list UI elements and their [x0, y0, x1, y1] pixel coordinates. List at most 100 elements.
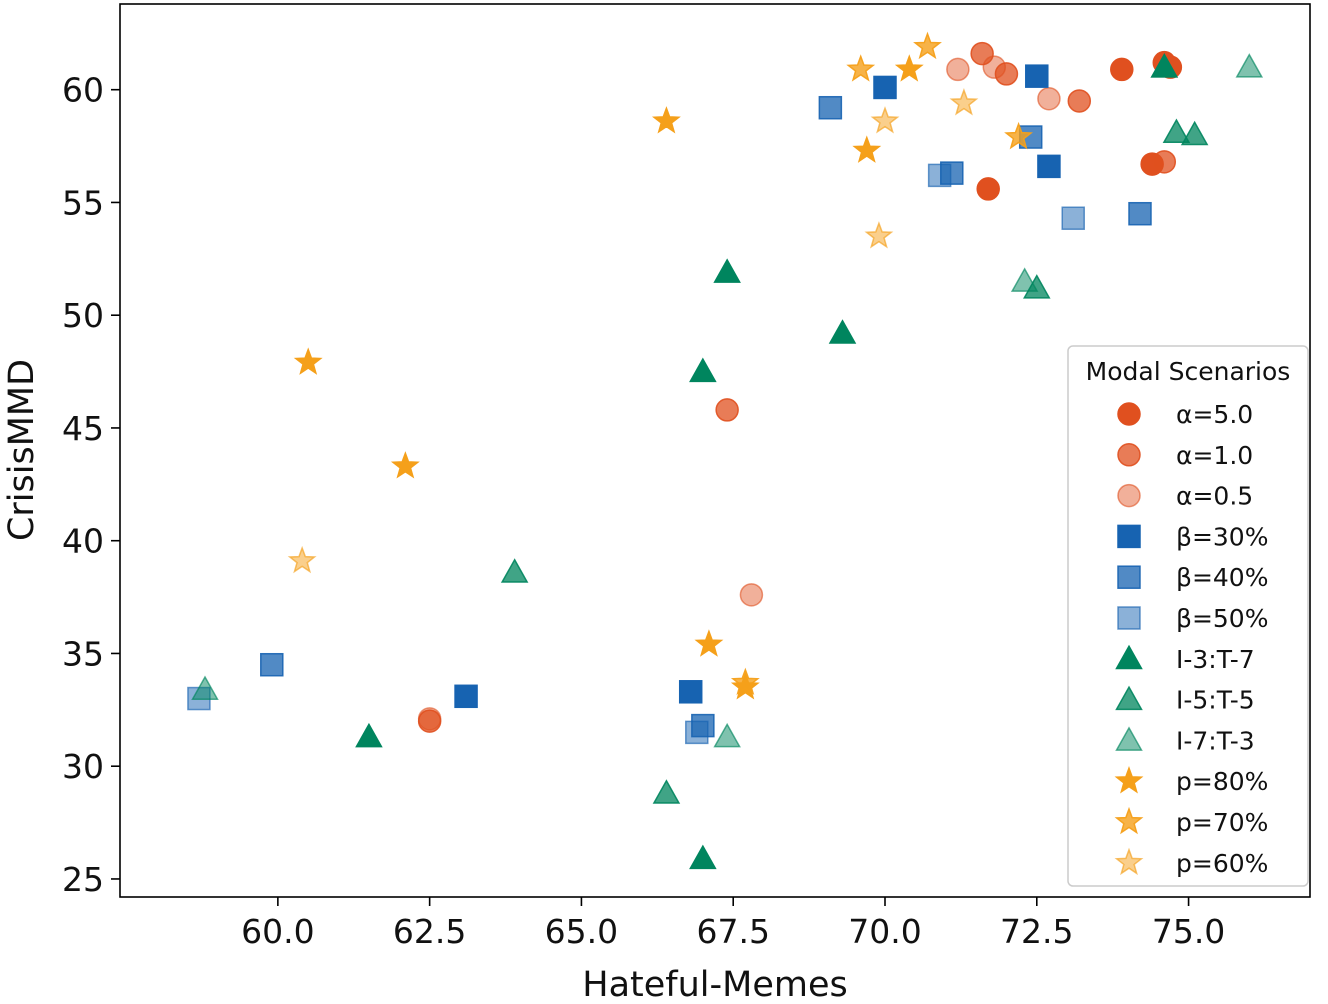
y-axis-label: CrisisMMD [2, 359, 42, 541]
data-point-3-0 [1025, 64, 1049, 88]
legend-marker [1114, 847, 1144, 876]
legend-item-0: α=5.0 [1117, 400, 1253, 429]
x-axis-ticks: 60.0 62.5 65.0 67.5 70.0 72.5 75.0 [241, 897, 1225, 951]
data-point-3-2 [1037, 154, 1061, 179]
legend-marker [1117, 606, 1141, 630]
data-point-7-1 [1180, 120, 1209, 146]
legend-item-8: I-7:T-3 [1115, 726, 1255, 755]
data-point-11-2 [864, 221, 894, 249]
data-point-1-4 [715, 398, 739, 422]
data-point-9-3 [293, 347, 323, 375]
y-tick-label: 40 [62, 522, 104, 561]
legend-item-11: p=60% [1114, 847, 1268, 878]
data-point-10-0 [913, 31, 942, 60]
data-point-1-1 [994, 62, 1019, 86]
data-point-8-1 [1150, 53, 1179, 78]
x-tick-label: 72.5 [1000, 912, 1073, 951]
data-point-10-1 [846, 54, 876, 82]
data-point-7-4 [652, 779, 681, 804]
legend-marker [1115, 685, 1143, 711]
y-tick-label: 35 [62, 634, 104, 673]
x-tick-label: 67.5 [696, 912, 769, 951]
data-point-7-3 [500, 558, 529, 583]
legend-marker [1117, 565, 1141, 589]
legend-marker [1114, 766, 1144, 794]
data-point-9-0 [894, 54, 924, 82]
data-point-10-3 [730, 667, 760, 696]
x-tick-label: 65.0 [545, 912, 618, 951]
legend-item-7: I-5:T-5 [1115, 685, 1255, 715]
data-point-6-2 [828, 319, 857, 344]
data-point-5-1 [1061, 206, 1085, 230]
legend-marker [1117, 524, 1141, 549]
legend-label: p=60% [1176, 849, 1268, 878]
data-point-4-0 [818, 95, 843, 120]
legend-item-9: p=80% [1114, 766, 1268, 796]
legend-label: I-5:T-5 [1176, 686, 1255, 715]
legend-item-2: α=0.5 [1117, 482, 1253, 511]
data-point-6-3 [689, 357, 717, 383]
data-point-10-2 [1004, 121, 1034, 150]
legend-label: p=70% [1176, 808, 1268, 837]
data-point-3-4 [678, 680, 703, 704]
data-point-5-3 [685, 720, 709, 745]
legend-items: α=5.0 α=1.0 α=0.5 β=30% β=40% β=50% I-3:T-7 I-5… [1114, 400, 1268, 878]
legend-label: p=80% [1176, 767, 1268, 796]
series-9 [293, 54, 924, 700]
legend: Modal Scenarios α=5.0 α=1.0 α=0.5 β=30% β=40… [1067, 345, 1309, 887]
legend-item-4: β=40% [1117, 563, 1268, 592]
legend-marker [1115, 726, 1143, 751]
series-10 [730, 31, 1034, 696]
data-point-0-3 [976, 177, 1000, 201]
legend-label: α=1.0 [1176, 441, 1253, 470]
data-point-2-1 [982, 55, 1007, 79]
data-point-8-2 [1010, 267, 1039, 292]
data-point-1-2 [1067, 89, 1092, 113]
x-tick-label: 60.0 [241, 912, 314, 951]
data-point-2-4 [417, 707, 442, 731]
legend-marker [1117, 402, 1141, 426]
data-point-2-0 [946, 57, 970, 82]
legend-marker [1117, 443, 1141, 467]
series-1 [417, 41, 1177, 733]
data-point-11-3 [287, 545, 317, 574]
legend-marker [1114, 806, 1144, 835]
x-axis-label: Hateful-Memes [582, 965, 847, 1004]
series-7 [500, 118, 1209, 804]
data-point-2-3 [739, 583, 764, 607]
data-point-3-1 [873, 75, 897, 100]
legend-label: I-7:T-3 [1176, 726, 1255, 755]
data-point-11-0 [949, 88, 979, 116]
legend-marker [1117, 483, 1141, 508]
y-tick-label: 25 [62, 860, 104, 899]
legend-frame [1067, 345, 1309, 887]
data-point-7-0 [1162, 118, 1191, 144]
data-point-2-2 [1037, 86, 1061, 111]
data-point-9-2 [852, 135, 882, 163]
data-point-4-3 [1128, 201, 1152, 226]
data-point-1-3 [1152, 150, 1177, 174]
series-11 [287, 88, 979, 574]
legend-title: Modal Scenarios [1086, 357, 1291, 386]
data-point-4-4 [260, 652, 284, 677]
legend-label: β=30% [1176, 522, 1268, 551]
legend-label: β=50% [1176, 604, 1268, 633]
plot-area-frame [119, 3, 1311, 898]
legend-label: I-3:T-7 [1176, 645, 1255, 674]
y-axis-ticks: 25 30 35 40 45 50 55 60 [62, 71, 120, 899]
data-point-5-0 [927, 163, 952, 188]
data-point-6-4 [355, 722, 383, 748]
legend-item-10: p=70% [1114, 806, 1268, 837]
series-5 [187, 163, 1085, 745]
data-point-8-0 [1235, 53, 1264, 78]
y-tick-label: 30 [62, 747, 104, 786]
legend-item-6: I-3:T-7 [1115, 644, 1255, 674]
legend-item-5: β=50% [1117, 604, 1268, 633]
data-point-9-5 [694, 629, 724, 657]
x-tick-label: 75.0 [1152, 912, 1225, 951]
x-tick-label: 70.0 [848, 912, 921, 951]
y-tick-label: 45 [62, 409, 104, 448]
legend-label: β=40% [1176, 563, 1268, 592]
data-point-9-1 [651, 106, 681, 134]
